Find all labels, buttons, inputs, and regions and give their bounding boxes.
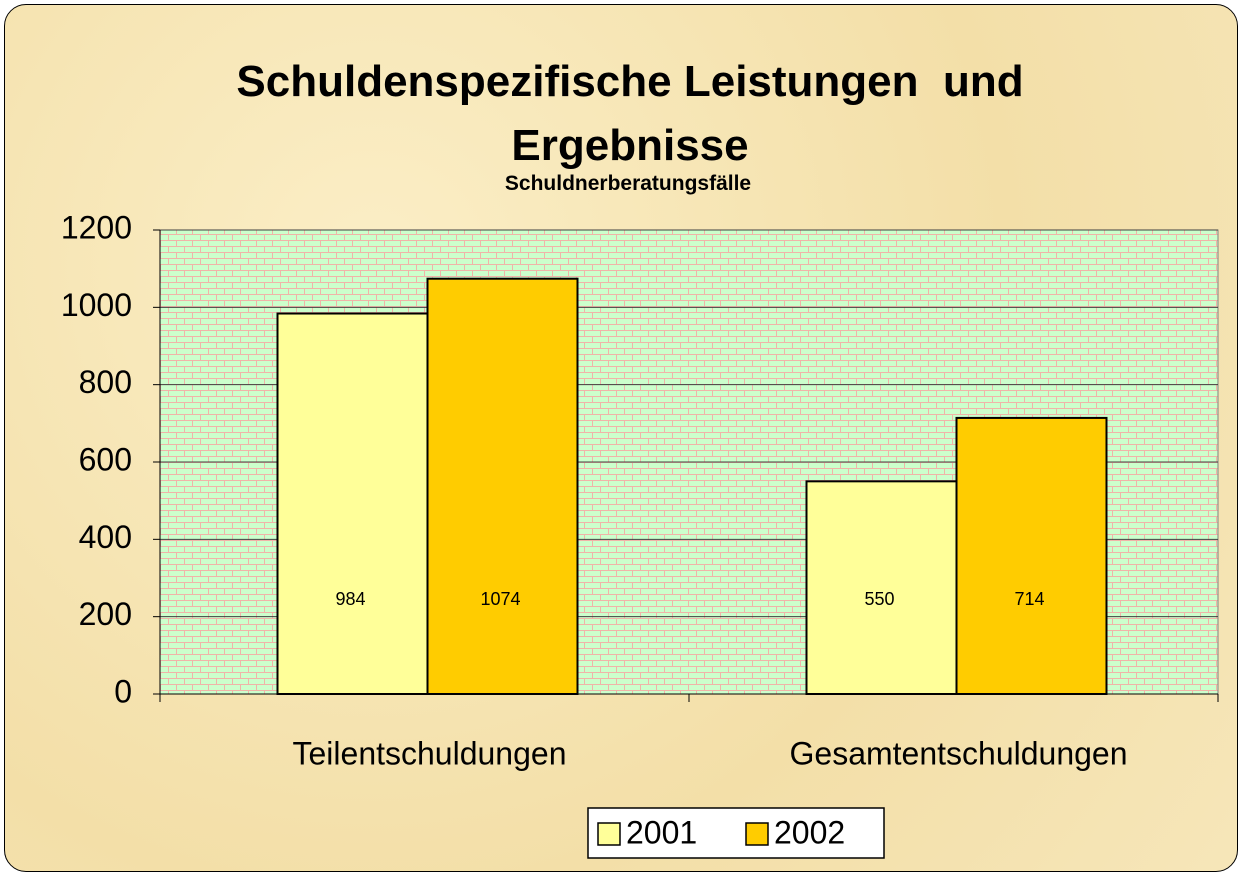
legend-label: 2002 [774,814,845,850]
legend-label: 2001 [626,814,697,850]
y-tick-label: 200 [79,596,132,632]
value-label: 984 [335,589,365,609]
chart-subtitle: Schuldnerberatungsfälle [504,172,752,195]
legend-swatch [597,822,621,846]
y-tick-label: 1200 [61,209,132,245]
value-label: 1074 [480,589,520,609]
bar [426,277,579,695]
chart-title: Schuldenspezifische Leistungen und Ergeb… [236,57,1036,170]
bar [276,312,429,695]
value-label: 550 [864,589,894,609]
bar [955,416,1108,695]
y-tick-label: 400 [79,519,132,555]
legend-box [587,807,885,859]
y-tick-label: 1000 [61,287,132,323]
x-tick-label: Teilentschuldungen [293,735,567,771]
x-tick-label: Gesamtentschuldungen [790,735,1128,771]
y-tick-label: 0 [114,673,132,709]
y-tick-label: 600 [79,441,132,477]
legend-swatch [745,822,769,846]
value-label: 714 [1014,589,1044,609]
bar [805,480,958,696]
y-tick-label: 800 [79,364,132,400]
